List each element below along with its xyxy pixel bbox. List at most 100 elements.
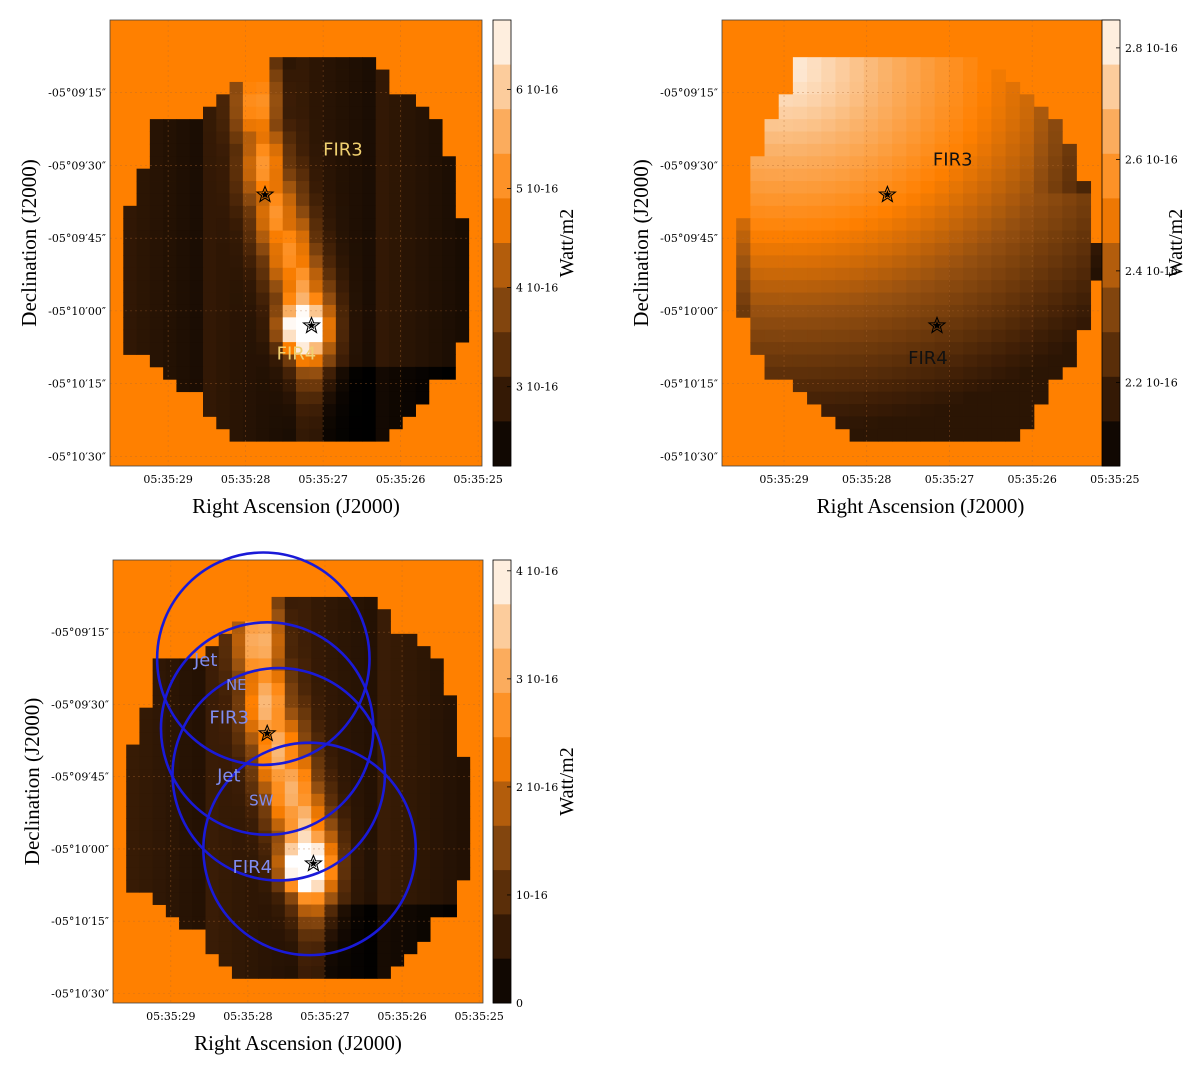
heatmap-cell	[991, 94, 1006, 108]
heatmap-cell	[963, 243, 978, 256]
heatmap-cell	[1090, 243, 1106, 256]
heatmap-cell	[349, 416, 363, 430]
heatmap-cell	[322, 69, 337, 83]
heatmap-cell	[282, 181, 297, 194]
heatmap-cell	[892, 428, 907, 442]
heatmap-cell	[192, 769, 206, 782]
heatmap-cell	[934, 329, 950, 343]
heatmap-cell	[349, 292, 363, 306]
heatmap-cell	[218, 744, 233, 758]
heatmap-cell	[350, 719, 365, 733]
heatmap-cell	[152, 818, 167, 832]
heatmap-cell	[205, 916, 220, 930]
heatmap-cell	[152, 879, 167, 893]
heatmap-cell	[948, 280, 964, 293]
heatmap-cell	[337, 855, 352, 869]
heatmap-cell	[296, 280, 310, 293]
heatmap-cell	[364, 892, 378, 905]
heatmap-cell	[416, 818, 431, 832]
heatmap-cell	[296, 218, 310, 232]
heatmap-cell	[179, 904, 193, 918]
heatmap-cell	[362, 391, 377, 405]
heatmap-cell	[977, 255, 992, 269]
heatmap-cell	[1048, 255, 1063, 269]
heatmap-cell	[296, 143, 310, 157]
heatmap-cell	[296, 205, 310, 219]
heatmap-cell	[298, 769, 312, 782]
heatmap-cell	[203, 354, 217, 368]
heatmap-cell	[1033, 255, 1049, 269]
heatmap-cell	[269, 243, 284, 256]
heatmap-cell	[256, 81, 270, 95]
heatmap-cell	[977, 81, 992, 95]
heatmap-cell	[402, 366, 416, 380]
heatmap-cell	[442, 230, 456, 244]
heatmap-cell	[245, 670, 259, 684]
heatmap-cell	[258, 695, 272, 709]
heatmap-cell	[163, 292, 177, 306]
heatmap-cell	[892, 57, 907, 70]
colorbar-band	[493, 737, 511, 782]
heatmap-cell	[205, 941, 220, 955]
colorbar-band	[493, 692, 511, 738]
heatmap-cell	[271, 929, 286, 942]
heatmap-cell	[123, 205, 137, 219]
heatmap-cell	[350, 904, 365, 918]
heatmap-cell	[1019, 255, 1035, 269]
heatmap-cell	[256, 416, 270, 430]
heatmap-cell	[455, 218, 470, 232]
heatmap-cell	[271, 683, 286, 696]
heatmap-cell	[322, 391, 337, 405]
heatmap-cell	[337, 892, 352, 905]
heatmap-cell	[123, 255, 137, 269]
heatmap-cell	[1048, 304, 1063, 318]
heatmap-cell	[364, 843, 378, 856]
heatmap-cell	[963, 292, 978, 306]
heatmap-cell	[364, 646, 378, 659]
heatmap-cell	[1019, 342, 1035, 355]
heatmap-cell	[977, 304, 992, 318]
heatmap-cell	[203, 193, 217, 207]
heatmap-cell	[192, 904, 206, 918]
heatmap-cell	[1076, 292, 1092, 306]
heatmap-cell	[1062, 156, 1077, 170]
heatmap-cell	[948, 181, 964, 194]
heatmap-cell	[271, 670, 286, 684]
heatmap-cell	[242, 292, 257, 306]
heatmap-cell	[136, 304, 151, 318]
heatmap-cell	[364, 879, 378, 893]
heatmap-cell	[337, 646, 352, 659]
heatmap-cell	[849, 292, 865, 306]
heatmap-cell	[389, 218, 403, 232]
heatmap-cell	[282, 119, 297, 132]
heatmap-cell	[189, 131, 204, 145]
heatmap-cell	[443, 744, 457, 758]
heatmap-cell	[258, 929, 272, 942]
heatmap-cell	[216, 416, 230, 430]
heatmap-cell	[821, 230, 836, 244]
heatmap-cell	[362, 81, 377, 95]
heatmap-cell	[863, 317, 879, 331]
heatmap-cell	[203, 267, 217, 281]
y-tick-label: -05°10′15″	[48, 378, 106, 391]
heatmap-cell	[324, 769, 339, 782]
heatmap-cell	[335, 428, 350, 442]
heatmap-cell	[403, 929, 418, 942]
heatmap-cell	[245, 744, 259, 758]
heatmap-cell	[362, 156, 377, 170]
heatmap-cell	[149, 143, 164, 157]
heatmap-cell	[205, 843, 220, 856]
heatmap-cell	[284, 867, 299, 881]
heatmap-cell	[428, 280, 443, 293]
heatmap-cell	[792, 280, 808, 293]
heatmap-cell	[362, 69, 377, 83]
heatmap-cell	[977, 119, 992, 132]
heatmap-cell	[416, 744, 431, 758]
heatmap-cell	[821, 156, 836, 170]
heatmap-cell	[309, 94, 323, 108]
heatmap-cell	[892, 317, 907, 331]
heatmap-cell	[296, 243, 310, 256]
heatmap-cell	[863, 416, 879, 430]
heatmap-cell	[920, 342, 936, 355]
heatmap-cell	[245, 683, 259, 696]
